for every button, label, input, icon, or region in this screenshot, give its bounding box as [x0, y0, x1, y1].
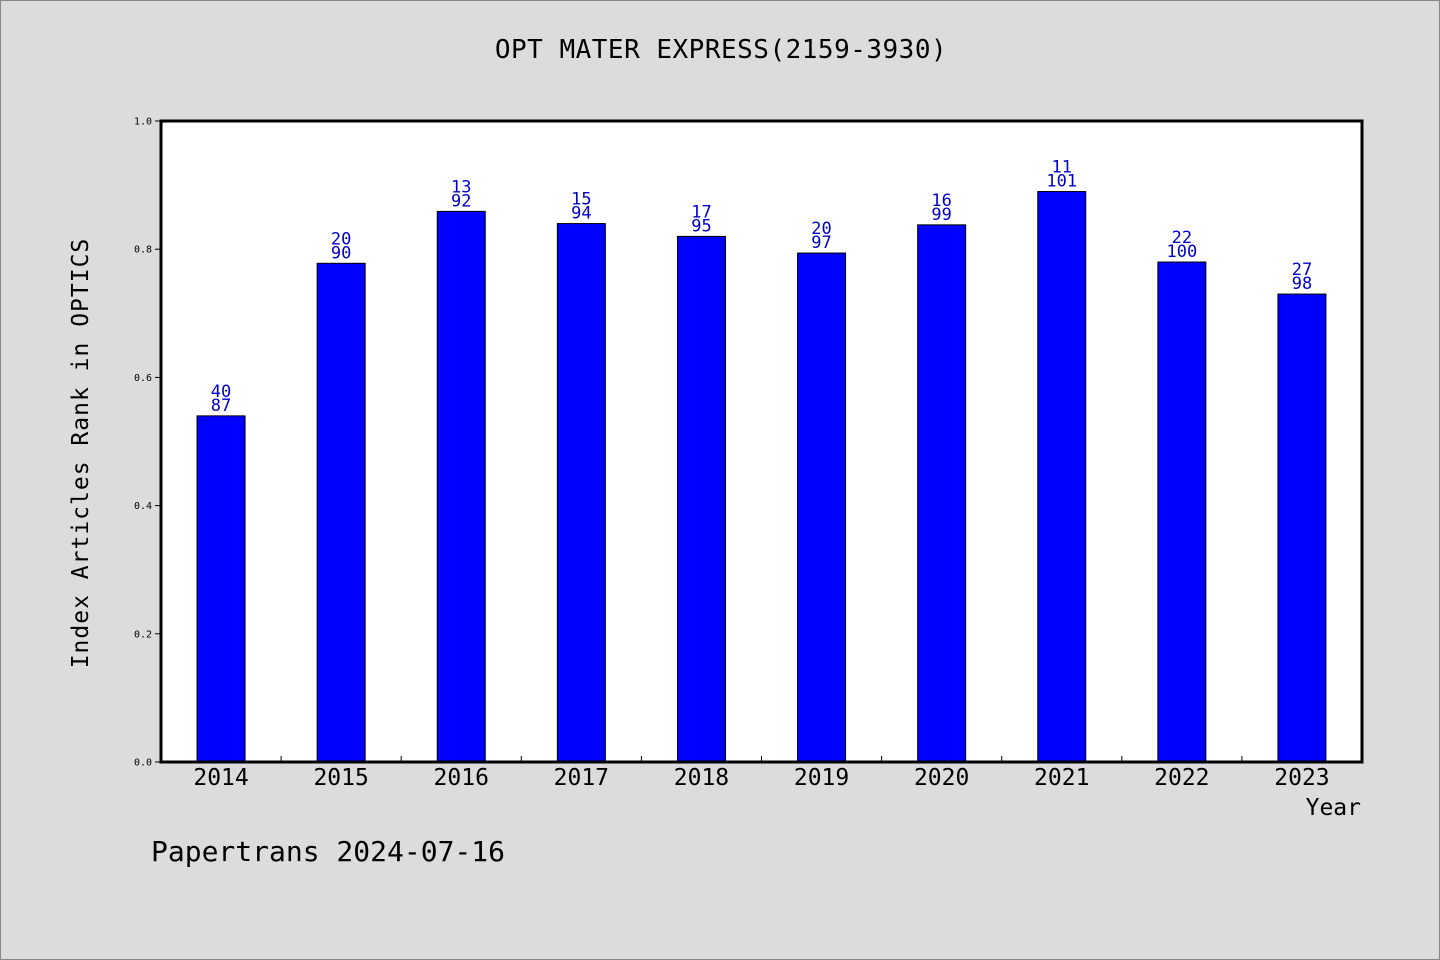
footer-stamp: Papertrans 2024-07-16	[151, 835, 506, 868]
x-tick-label: 2019	[794, 765, 849, 791]
bar-total-label: 98	[1292, 274, 1312, 294]
bar-total-label: 90	[331, 243, 351, 263]
bar-2023	[1277, 293, 1327, 763]
bar-total-label: 101	[1046, 172, 1077, 192]
chart-title: OPT MATER EXPRESS(2159-3930)	[494, 35, 948, 65]
bar-rank-label: 13	[451, 177, 471, 197]
y-tick-label: 1.0	[134, 117, 152, 128]
bar-2015	[316, 262, 366, 763]
x-tick-label: 2015	[313, 765, 368, 791]
bar-total-label: 87	[211, 396, 231, 416]
bar-2018	[676, 235, 726, 763]
bar-rank-label: 20	[331, 229, 351, 249]
x-axis-label: Year	[1305, 795, 1361, 821]
x-tick-label: 2023	[1274, 765, 1329, 791]
bar-rank-label: 40	[211, 382, 231, 402]
plot-border	[159, 119, 1364, 764]
bar-total-label: 100	[1166, 242, 1197, 262]
y-tick-label: 0.0	[134, 758, 152, 769]
bar-2016	[436, 210, 486, 763]
y-tick-label: 0.4	[134, 501, 152, 512]
bar-2014	[196, 415, 246, 763]
x-tick-label: 2022	[1154, 765, 1209, 791]
y-tick-label: 0.8	[134, 245, 152, 256]
bar-rank-label: 17	[691, 202, 711, 222]
y-tick-label: 0.6	[134, 373, 152, 384]
bar-rank-label: 27	[1292, 260, 1312, 280]
bar-total-label: 92	[451, 191, 471, 211]
bar-total-label: 94	[571, 204, 591, 224]
bar-2020	[917, 224, 967, 763]
bar-rank-label: 20	[811, 219, 831, 239]
bar-total-label: 99	[931, 205, 951, 225]
bar-rank-label: 11	[1052, 158, 1072, 178]
bar-rank-label: 15	[571, 190, 591, 210]
x-tick-label: 2021	[1034, 765, 1089, 791]
bar-2021	[1037, 191, 1087, 763]
bar-2019	[797, 252, 847, 763]
bar-rank-label: 22	[1172, 228, 1192, 248]
bar-2017	[556, 223, 606, 763]
x-tick-label: 2018	[674, 765, 729, 791]
bar-total-label: 97	[811, 233, 831, 253]
x-tick-label: 2016	[434, 765, 489, 791]
bar-2022	[1157, 261, 1207, 763]
x-tick-label: 2017	[554, 765, 609, 791]
y-tick-label: 0.2	[134, 629, 152, 640]
x-tick-label: 2014	[193, 765, 248, 791]
x-tick-label: 2020	[914, 765, 969, 791]
bar-total-label: 95	[691, 216, 711, 236]
bar-rank-label: 16	[931, 191, 951, 211]
